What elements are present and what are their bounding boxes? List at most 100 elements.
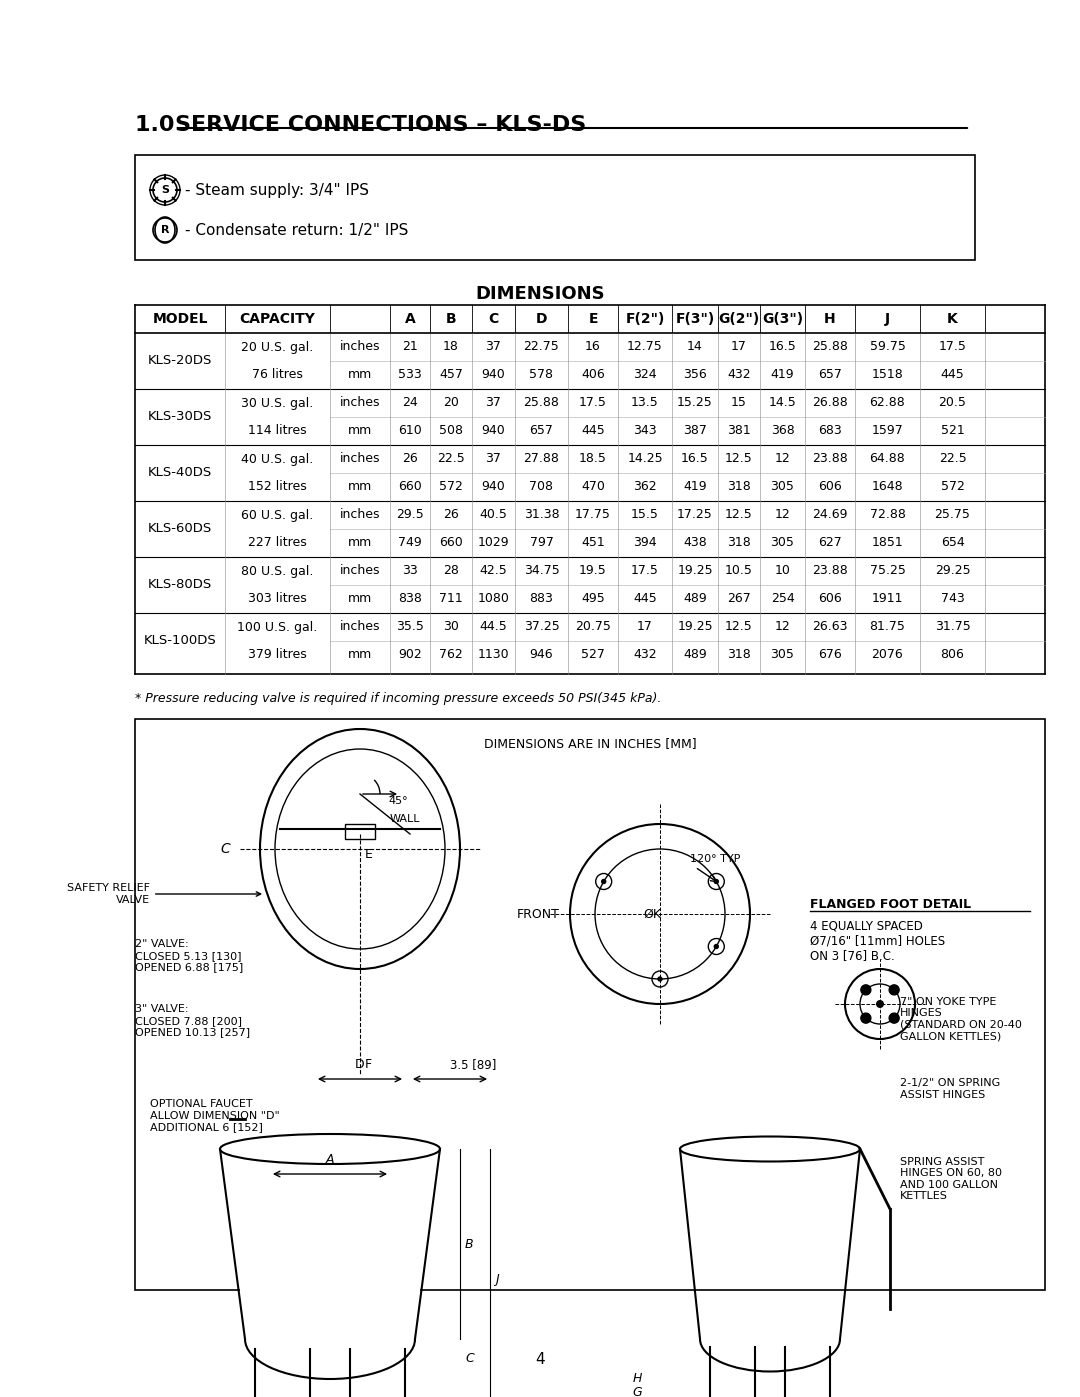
Text: 762: 762	[440, 648, 463, 662]
Text: FRONT: FRONT	[517, 908, 561, 921]
Text: 26.88: 26.88	[812, 397, 848, 409]
Text: 37: 37	[486, 397, 501, 409]
Text: SAFETY RELIEF
VALVE: SAFETY RELIEF VALVE	[67, 883, 260, 905]
Circle shape	[861, 1013, 870, 1023]
Text: 7" ON YOKE TYPE
HINGES
(STANDARD ON 20-40
GALLON KETTLES): 7" ON YOKE TYPE HINGES (STANDARD ON 20-4…	[900, 996, 1022, 1041]
Text: 14.25: 14.25	[627, 453, 663, 465]
Text: 368: 368	[771, 425, 795, 437]
Text: mm: mm	[348, 592, 373, 605]
Text: 152 litres: 152 litres	[248, 481, 307, 493]
Text: CAPACITY: CAPACITY	[240, 312, 315, 326]
Text: 711: 711	[440, 592, 463, 605]
Text: 22.5: 22.5	[939, 453, 967, 465]
Text: 15.5: 15.5	[631, 509, 659, 521]
Text: 940: 940	[482, 481, 505, 493]
Text: 419: 419	[684, 481, 706, 493]
Text: 610: 610	[399, 425, 422, 437]
Text: E: E	[589, 312, 597, 326]
Text: SPRING ASSIST
HINGES ON 60, 80
AND 100 GALLON
KETTLES: SPRING ASSIST HINGES ON 60, 80 AND 100 G…	[900, 1157, 1002, 1201]
Text: B: B	[446, 312, 457, 326]
Text: 743: 743	[941, 592, 964, 605]
Text: 19.25: 19.25	[677, 620, 713, 633]
Text: inches: inches	[340, 341, 380, 353]
Text: 838: 838	[399, 592, 422, 605]
Text: 533: 533	[399, 369, 422, 381]
Circle shape	[658, 977, 662, 981]
Text: 1648: 1648	[872, 481, 903, 493]
Text: 883: 883	[529, 592, 553, 605]
Text: mm: mm	[348, 481, 373, 493]
Text: 451: 451	[581, 536, 605, 549]
Text: 303 litres: 303 litres	[248, 592, 307, 605]
Text: 15: 15	[731, 397, 747, 409]
Text: 120° TYP: 120° TYP	[690, 854, 741, 863]
Text: 100 U.S. gal.: 100 U.S. gal.	[238, 620, 318, 633]
Text: 1029: 1029	[477, 536, 510, 549]
Text: 40.5: 40.5	[480, 509, 508, 521]
Text: 432: 432	[727, 369, 751, 381]
Text: 324: 324	[633, 369, 657, 381]
Text: 657: 657	[818, 369, 842, 381]
Text: 31.38: 31.38	[524, 509, 559, 521]
Text: 445: 445	[633, 592, 657, 605]
Text: 12: 12	[774, 620, 791, 633]
Text: 387: 387	[683, 425, 707, 437]
Text: 29.5: 29.5	[396, 509, 423, 521]
Text: 657: 657	[529, 425, 553, 437]
Text: 25.88: 25.88	[524, 397, 559, 409]
Text: 362: 362	[633, 481, 657, 493]
Text: 660: 660	[440, 536, 463, 549]
Text: ON 3 [76] B.C.: ON 3 [76] B.C.	[810, 950, 894, 963]
Text: 940: 940	[482, 369, 505, 381]
Text: 37.25: 37.25	[524, 620, 559, 633]
Text: 2076: 2076	[872, 648, 903, 662]
Text: DIMENSIONS ARE IN INCHES [MM]: DIMENSIONS ARE IN INCHES [MM]	[484, 738, 697, 750]
Text: 14.5: 14.5	[769, 397, 796, 409]
Text: 1851: 1851	[872, 536, 903, 549]
Circle shape	[861, 985, 870, 995]
Text: C: C	[465, 1352, 474, 1365]
Text: 17.5: 17.5	[579, 397, 607, 409]
Text: 4 EQUALLY SPACED: 4 EQUALLY SPACED	[810, 919, 923, 933]
Text: 16.5: 16.5	[681, 453, 708, 465]
FancyBboxPatch shape	[135, 155, 975, 260]
Text: 508: 508	[438, 425, 463, 437]
Text: 1.0: 1.0	[135, 115, 190, 136]
Text: 17.5: 17.5	[939, 341, 967, 353]
Text: Ø7/16" [11mm] HOLES: Ø7/16" [11mm] HOLES	[810, 935, 945, 947]
Text: J: J	[885, 312, 890, 326]
Text: 26: 26	[443, 509, 459, 521]
Text: 33: 33	[402, 564, 418, 577]
Text: 940: 940	[482, 425, 505, 437]
Text: mm: mm	[348, 536, 373, 549]
Text: 12.5: 12.5	[725, 453, 753, 465]
Text: 60 U.S. gal.: 60 U.S. gal.	[241, 509, 313, 521]
Text: 521: 521	[941, 425, 964, 437]
Text: K: K	[947, 312, 958, 326]
Circle shape	[889, 985, 900, 995]
Text: 35.5: 35.5	[396, 620, 424, 633]
Text: H: H	[824, 312, 836, 326]
Text: inches: inches	[340, 509, 380, 521]
Text: 381: 381	[727, 425, 751, 437]
Text: * Pressure reducing valve is required if incoming pressure exceeds 50 PSI(345 kP: * Pressure reducing valve is required if…	[135, 692, 661, 705]
Text: 683: 683	[819, 425, 842, 437]
Text: 26: 26	[402, 453, 418, 465]
Text: KLS-100DS: KLS-100DS	[144, 634, 216, 647]
Text: 20.75: 20.75	[575, 620, 611, 633]
Text: 15.25: 15.25	[677, 397, 713, 409]
Text: 44.5: 44.5	[480, 620, 508, 633]
Text: 20 U.S. gal.: 20 U.S. gal.	[241, 341, 313, 353]
Text: KLS-60DS: KLS-60DS	[148, 522, 212, 535]
Text: 16: 16	[585, 341, 600, 353]
Text: 17.75: 17.75	[575, 509, 611, 521]
Text: 902: 902	[399, 648, 422, 662]
Text: 24.69: 24.69	[812, 509, 848, 521]
Text: 25.75: 25.75	[934, 509, 971, 521]
Circle shape	[602, 880, 606, 883]
Text: OPTIONAL FAUCET
ALLOW DIMENSION "D"
ADDITIONAL 6 [152]: OPTIONAL FAUCET ALLOW DIMENSION "D" ADDI…	[150, 1099, 280, 1132]
Text: R: R	[161, 225, 170, 235]
Text: A: A	[405, 312, 416, 326]
Text: 438: 438	[684, 536, 707, 549]
Text: 1130: 1130	[477, 648, 510, 662]
